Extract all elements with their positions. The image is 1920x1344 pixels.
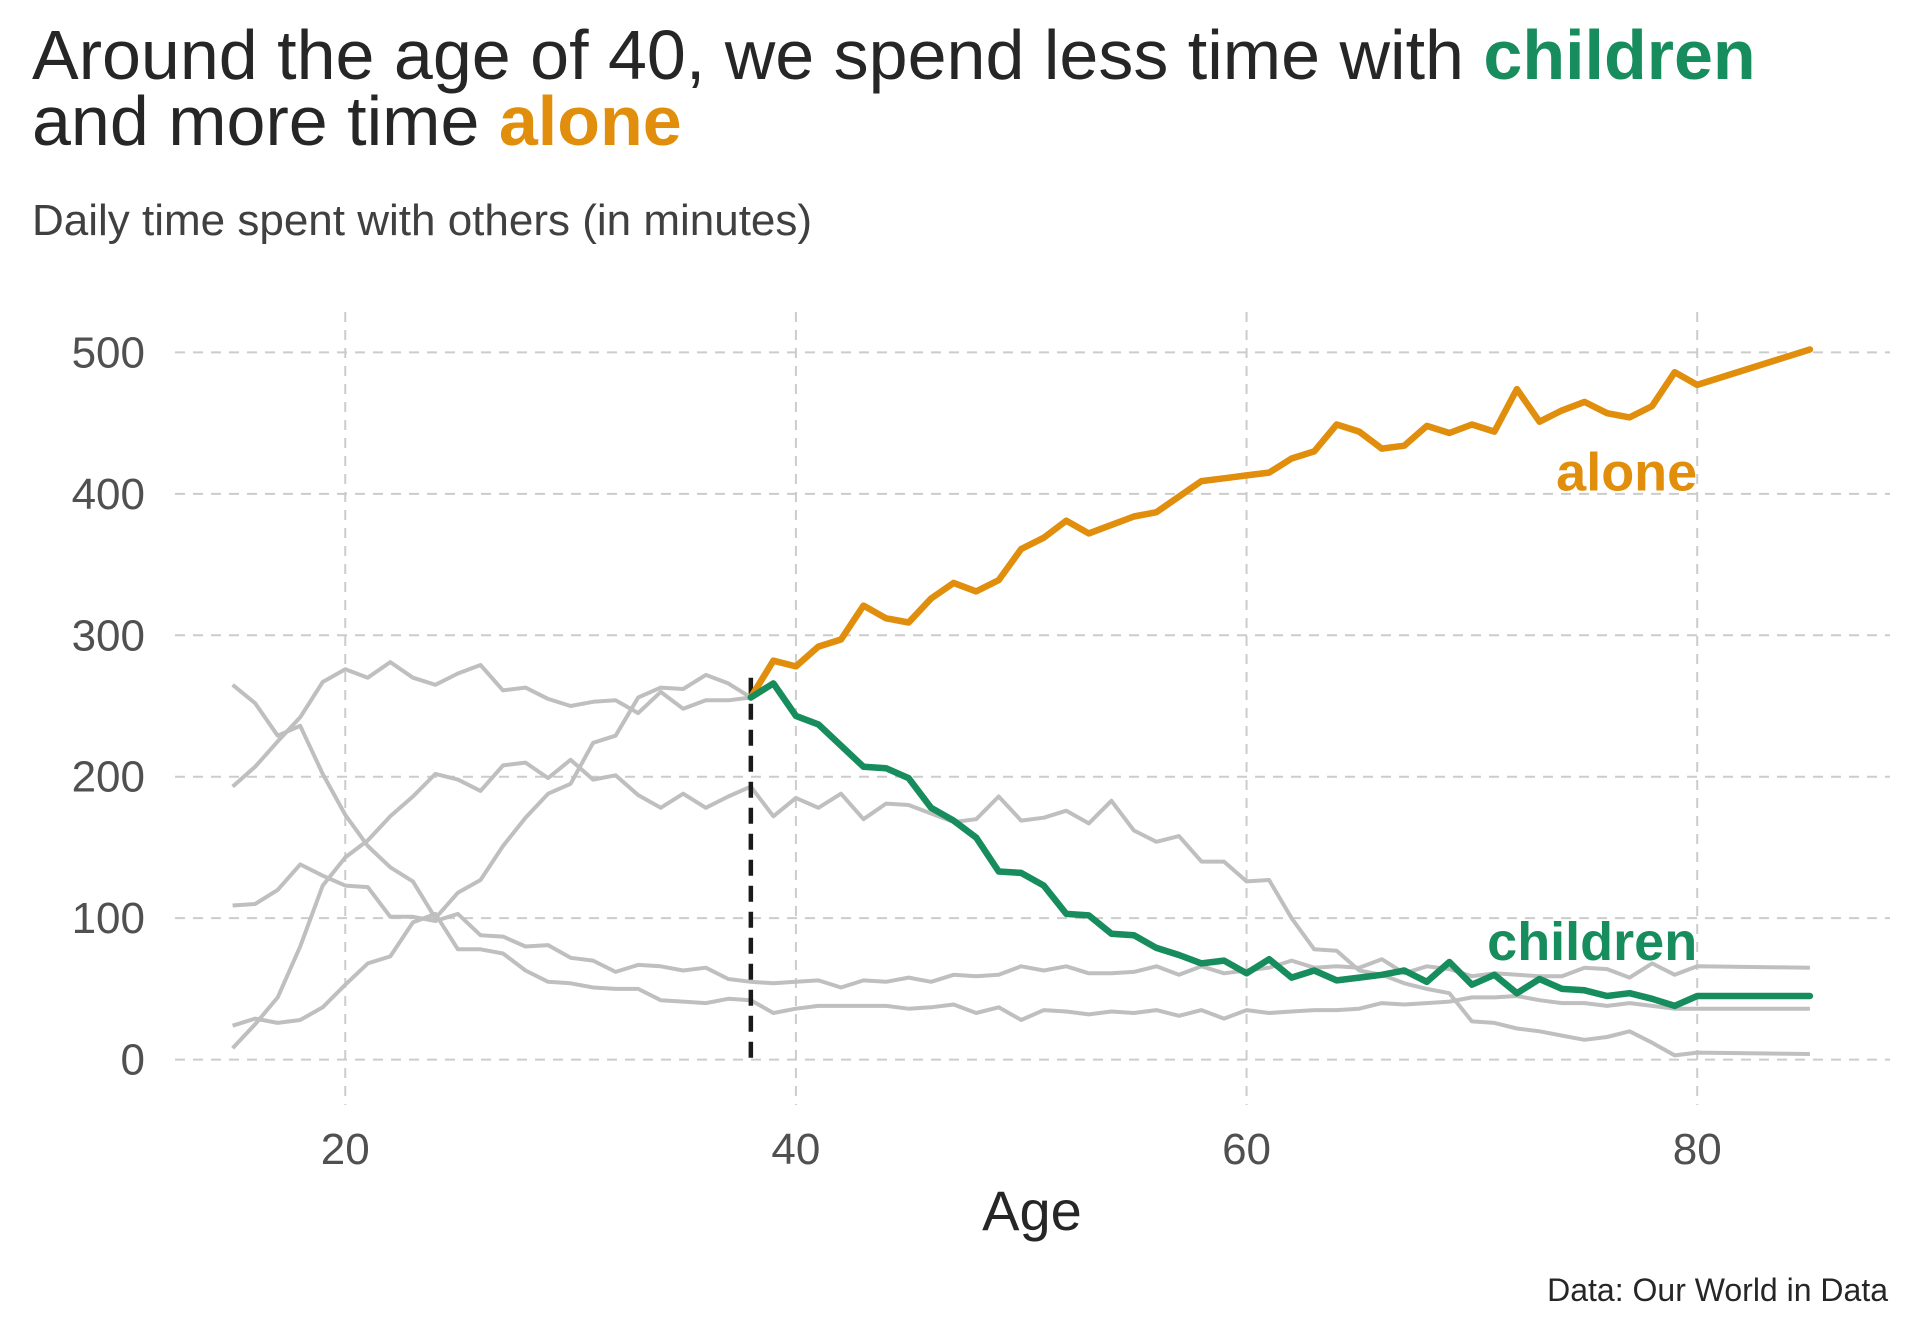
y-tick-label: 500: [72, 328, 145, 377]
background-series: [231, 660, 1810, 1058]
series-line-children: [747, 680, 1814, 1010]
chart-title: Around the age of 40, we spend less time…: [32, 20, 1756, 156]
background-series-line: [231, 672, 752, 921]
y-tick-label: 0: [121, 1036, 145, 1085]
background-series-line: [231, 660, 752, 789]
series-annotations: alone children: [1487, 443, 1697, 973]
x-tick-label: 80: [1673, 1125, 1722, 1174]
x-tick-label: 60: [1222, 1125, 1271, 1174]
x-tick-label: 40: [771, 1125, 820, 1174]
x-axis-ticks: 20 40 60 80: [321, 1125, 1722, 1174]
title-line2-text: and more time: [32, 82, 499, 160]
annotation-alone: alone: [1556, 443, 1697, 503]
y-tick-label: 200: [72, 753, 145, 802]
background-series-line: [232, 862, 1810, 990]
y-tick-label: 300: [72, 611, 145, 660]
series-line-alone: [747, 346, 1814, 701]
x-tick-label: 20: [321, 1125, 370, 1174]
grid: [175, 312, 1890, 1105]
x-axis-label: Age: [982, 1179, 1082, 1242]
chart-subtitle: Daily time spent with others (in minutes…: [32, 196, 813, 245]
source-caption: Data: Our World in Data: [1547, 1272, 1888, 1308]
background-series-line: [231, 911, 1810, 1028]
title-line1-text: Around the age of 40, we spend less time…: [32, 16, 1484, 94]
background-series-line: [231, 757, 1810, 1058]
y-tick-label: 400: [72, 470, 145, 519]
y-tick-label: 100: [72, 894, 145, 943]
title-line-1: Around the age of 40, we spend less time…: [32, 20, 1756, 90]
title-highlight-children: children: [1483, 16, 1756, 94]
title-highlight-alone: alone: [498, 82, 682, 160]
annotation-children: children: [1487, 912, 1697, 972]
highlighted-series: [747, 346, 1814, 1010]
title-line-2: and more time alone: [32, 86, 1756, 156]
y-axis-ticks: 0 100 200 300 400 500: [72, 328, 145, 1084]
